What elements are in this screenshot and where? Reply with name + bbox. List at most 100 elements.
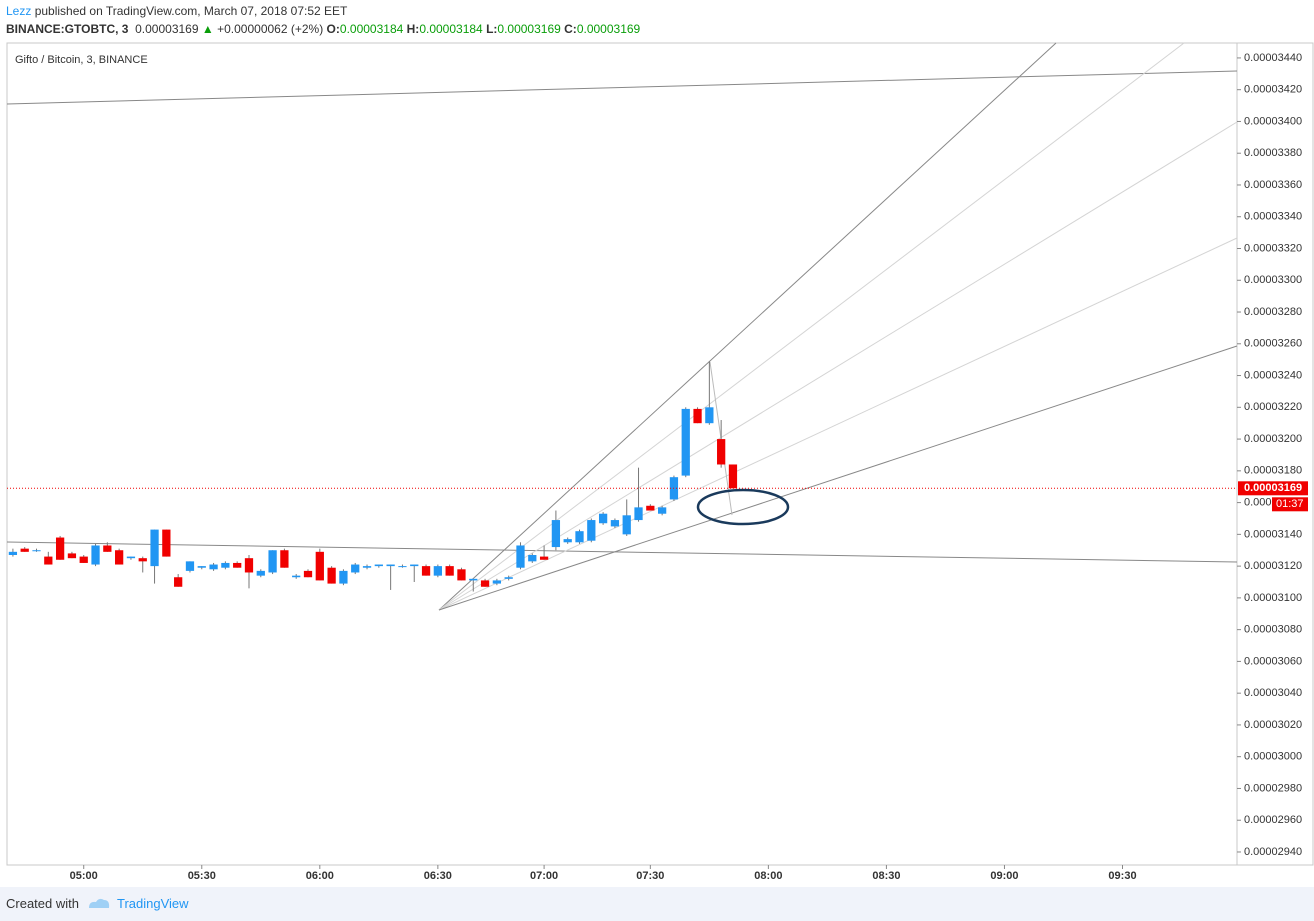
ohlc-value: 0.00003184 (419, 22, 483, 36)
x-tick-label: 09:00 (990, 870, 1018, 882)
x-tick-label: 08:00 (754, 870, 782, 882)
last-price-label: 0.00003169 (1244, 482, 1302, 494)
x-tick-label: 07:00 (530, 870, 558, 882)
drawings (6, 42, 1238, 611)
candle-body (469, 578, 478, 581)
candle-body (681, 408, 690, 476)
highlight-circle (696, 488, 790, 526)
fan-line (438, 237, 1238, 611)
fan-line (438, 121, 1238, 611)
candle-body (315, 551, 324, 581)
candle-body (598, 513, 608, 524)
candle-body (280, 550, 289, 568)
y-tick-label: 0.00003100 (1244, 592, 1302, 604)
x-tick-label: 06:30 (424, 870, 452, 882)
candle-body (528, 555, 537, 562)
trend-line (6, 70, 1238, 105)
candle-body (587, 520, 596, 541)
y-tick-label: 0.00003020 (1244, 719, 1302, 731)
candle-body (693, 408, 702, 424)
candle-body (362, 566, 372, 568)
y-tick-label: 0.00003240 (1244, 369, 1302, 381)
candle-body (575, 531, 584, 543)
published: published on TradingView.com, March 07, … (34, 4, 348, 18)
fan-line (438, 42, 1185, 611)
candle-body (67, 553, 77, 559)
candle-body (197, 566, 206, 568)
candle-body (717, 439, 726, 465)
candle-body (658, 507, 667, 514)
candle-body (398, 566, 407, 568)
ohlc-label: H: (406, 22, 420, 36)
candle-body (138, 558, 147, 562)
candle-body (457, 569, 466, 581)
candle-body (103, 545, 112, 552)
x-tick-label: 05:00 (70, 870, 98, 882)
candle-body (292, 575, 301, 578)
y-tick-label: 0.00003300 (1244, 274, 1302, 286)
y-tick-label: 0.00002980 (1244, 782, 1302, 794)
candle-body (610, 520, 620, 527)
candle-body (79, 556, 88, 563)
brand[interactable]: TradingView (117, 896, 189, 911)
candle-body (185, 561, 195, 571)
candle-body (256, 570, 265, 576)
x-tick-label: 09:30 (1108, 870, 1136, 882)
candle-body (303, 570, 313, 578)
candle-body (339, 570, 348, 584)
y-tick-label: 0.00003120 (1244, 560, 1302, 572)
candle-body (622, 515, 631, 535)
candle-body (351, 564, 360, 573)
candle-body (374, 564, 383, 567)
candle-body (386, 564, 395, 567)
candle-body (162, 529, 171, 557)
candle-body (209, 564, 218, 570)
symbol-line: BINANCE:GTOBTC, 3 0.00003169 ▲ +0.000000… (6, 22, 640, 36)
candle-body (516, 545, 525, 568)
logo (89, 898, 110, 908)
y-tick-label: 0.00003440 (1244, 52, 1302, 64)
y-tick-label: 0.00003000 (1244, 751, 1302, 763)
candle-body (244, 558, 254, 573)
candle-body (233, 562, 242, 568)
ohlc-label: L: (486, 22, 498, 36)
ohlc-label: C: (564, 22, 577, 36)
fan-line (438, 42, 1057, 611)
candle-body (634, 507, 643, 521)
publish-line: Lezz published on TradingView.com, March… (6, 4, 347, 18)
candle-body (115, 550, 124, 565)
candle-body (445, 566, 454, 576)
candle-body (150, 529, 159, 567)
y-tick-label: 0.00003180 (1244, 465, 1302, 477)
y-tick-label: 0.00003060 (1244, 655, 1302, 667)
candle-body (268, 550, 277, 573)
x-tick-label: 05:30 (188, 870, 216, 882)
trend-line (6, 541, 1238, 563)
candle-body (504, 577, 513, 579)
candle-body (20, 548, 29, 552)
y-tick-label: 0.00003200 (1244, 433, 1302, 445)
up-arrow: ▲ (201, 22, 214, 36)
y-tick-label: 0.00003040 (1244, 687, 1302, 699)
y-tick-label: 0.00003140 (1244, 528, 1302, 540)
price-axis (1236, 42, 1314, 866)
y-tick-label: 0.00003420 (1244, 84, 1302, 96)
candle-body (174, 577, 183, 587)
y-tick-label: 0.00003340 (1244, 211, 1302, 223)
author[interactable]: Lezz (6, 4, 32, 18)
countdown: 01:37 (1276, 498, 1304, 510)
candle-body (728, 464, 738, 489)
candle-body (646, 505, 655, 511)
candle-body (55, 537, 65, 560)
candle-body (221, 562, 230, 568)
candle-body (480, 580, 490, 587)
y-tick-label: 0.00003400 (1244, 115, 1302, 127)
x-tick-label: 08:30 (872, 870, 900, 882)
footer: Created with TradingView (0, 887, 1314, 921)
created: Created with (6, 896, 79, 911)
candle-body (492, 580, 502, 584)
y-tick-label: 0.00003280 (1244, 306, 1302, 318)
y-tick-label: 0.00003320 (1244, 242, 1302, 254)
candle-body (551, 520, 561, 548)
candle-body (539, 556, 549, 560)
